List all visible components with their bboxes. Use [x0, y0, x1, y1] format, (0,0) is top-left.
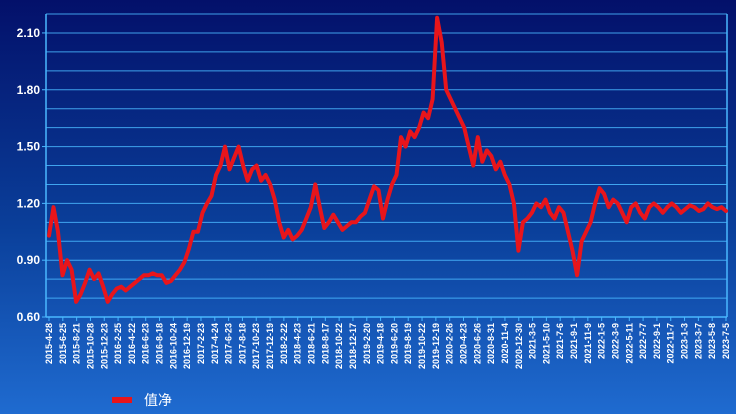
x-tick-label: 2023-7-5: [721, 323, 731, 359]
x-tick-label: 2023-3-7: [693, 323, 703, 359]
x-tick-label: 2016-4-22: [127, 323, 137, 364]
y-tick-label: 1.50: [17, 140, 41, 154]
x-tick-label: 2017-2-23: [196, 323, 206, 364]
x-tick-label: 2023-1-3: [680, 323, 690, 359]
x-tick-label: 2022-5-11: [624, 323, 634, 364]
x-tick-label: 2023-5-8: [707, 323, 717, 359]
x-tick-label: 2020-4-23: [458, 323, 468, 364]
x-axis-ticks: 2015-4-28 2015-6-25 2015-8-21 2015-10-28 201…: [44, 317, 731, 369]
x-tick-label: 2019-12-19: [431, 323, 441, 369]
x-tick-label: 2018-2-22: [279, 323, 289, 364]
x-tick-label: 2017-8-18: [237, 323, 247, 364]
x-tick-label: 2019-6-20: [389, 323, 399, 364]
x-tick-label: 2019-4-18: [376, 323, 386, 364]
x-tick-label: 2019-2-20: [362, 323, 372, 364]
x-tick-label: 2020-8-31: [486, 323, 496, 364]
x-tick-label: 2022-11-7: [666, 323, 676, 364]
x-tick-label: 2015-12-23: [99, 323, 109, 369]
x-tick-label: 2017-12-19: [265, 323, 275, 369]
legend: 值净: [112, 393, 172, 409]
x-tick-label: 2019-8-19: [403, 323, 413, 364]
x-tick-label: 2017-6-23: [224, 323, 234, 364]
y-tick-label: 0.60: [17, 310, 41, 324]
gridlines: [46, 13, 727, 318]
y-tick-label: 2.10: [17, 26, 41, 40]
legend-label: 值净: [144, 393, 172, 409]
x-tick-label: 2022-7-7: [638, 323, 648, 359]
x-tick-label: 2015-8-21: [72, 323, 82, 364]
x-tick-label: 2017-10-23: [251, 323, 261, 369]
x-tick-label: 2020-6-26: [472, 323, 482, 364]
x-tick-label: 2016-8-18: [155, 323, 165, 364]
series-line: [47, 15, 728, 304]
x-tick-label: 2021-7-6: [555, 323, 565, 359]
x-tick-label: 2018-6-21: [307, 323, 317, 364]
x-tick-label: 2018-4-23: [293, 323, 303, 364]
x-tick-label: 2015-10-28: [85, 323, 95, 369]
x-tick-label: 2017-4-24: [210, 323, 220, 364]
x-tick-label: 2021-3-5: [528, 323, 538, 359]
x-tick-label: 2015-4-28: [44, 323, 54, 364]
x-tick-label: 2020-2-26: [445, 323, 455, 364]
x-tick-label: 2018-8-17: [320, 323, 330, 364]
x-tick-label: 2022-1-5: [597, 323, 607, 359]
x-tick-label: 2018-12-17: [348, 323, 358, 369]
x-tick-label: 2016-2-25: [113, 323, 123, 364]
x-tick-label: 2022-9-1: [652, 323, 662, 359]
y-tick-label: 0.90: [17, 253, 41, 267]
series-lines: [47, 15, 728, 304]
y-tick-label: 1.20: [17, 196, 41, 210]
x-tick-label: 2019-10-22: [417, 323, 427, 369]
x-tick-label: 2021-9-1: [569, 323, 579, 359]
x-tick-label: 2015-6-25: [58, 323, 68, 364]
y-axis-ticks: 0.60 0.90 1.20 1.50 1.80 2.10: [17, 26, 46, 324]
x-tick-label: 2020-12-30: [514, 323, 524, 369]
x-tick-label: 2016-12-19: [182, 323, 192, 369]
x-tick-label: 2022-3-9: [610, 323, 620, 359]
x-tick-label: 2016-6-23: [141, 323, 151, 364]
x-tick-label: 2021-11-9: [583, 323, 593, 364]
y-tick-label: 1.80: [17, 83, 41, 97]
x-tick-label: 2016-10-24: [168, 323, 178, 369]
x-tick-label: 2018-10-22: [334, 323, 344, 369]
x-tick-label: 2020-11-4: [500, 323, 510, 364]
x-tick-label: 2021-5-10: [541, 323, 551, 364]
